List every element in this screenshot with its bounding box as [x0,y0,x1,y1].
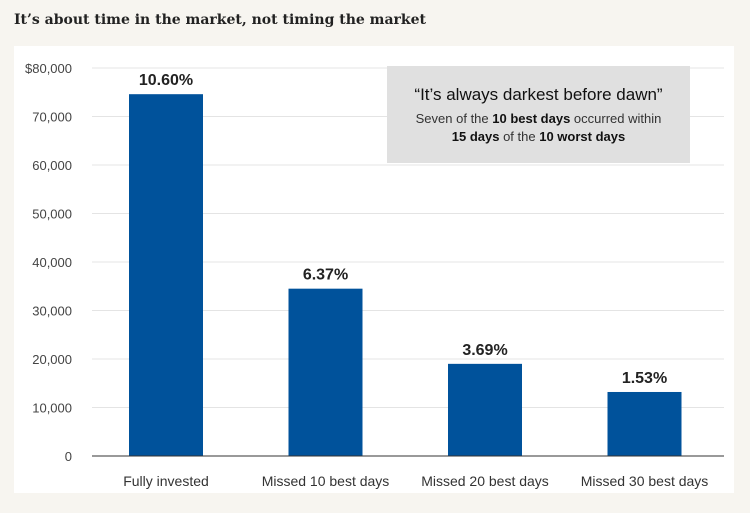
y-tick-label: 50,000 [32,207,72,222]
callout-line-2-text-a: 15 days [452,129,500,144]
callout-line-1-text-a: Seven of the [416,111,493,126]
callout-title: “It’s always darkest before dawn” [414,85,663,104]
y-tick-label: 30,000 [32,304,72,319]
bar [448,363,522,456]
category-label: Missed 20 best days [421,473,549,489]
category-label: Fully invested [123,473,209,489]
y-tick-label: 20,000 [32,352,72,367]
bar-data-label: 10.60% [139,72,193,89]
data-labels: 10.60% 6.37% 3.69% 1.53% [139,72,667,387]
callout-line-1: Seven of the 10 best days occurred withi… [416,111,662,126]
chart-card: 0 10,000 20,000 30,000 40,000 50,000 60,000 70,… [14,46,734,493]
callout-line-2-text-c: 10 worst days [539,129,625,144]
y-axis-ticks: 0 10,000 20,000 30,000 40,000 50,000 60,000 70,… [25,61,72,464]
bar [607,391,682,456]
bar-data-label: 6.37% [303,267,348,284]
callout-line-1-text-b: 10 best days [492,111,570,126]
bar [288,288,363,456]
chart-headline: It’s about time in the market, not timin… [14,12,427,28]
y-tick-label: 10,000 [32,401,72,416]
bar-data-label: 1.53% [622,370,667,387]
callout-background [387,66,690,163]
category-label: Missed 10 best days [262,473,390,489]
callout-line-2: 15 days of the 10 worst days [452,129,625,144]
y-tick-label: $80,000 [25,61,72,76]
bar-data-label: 3.69% [462,342,507,359]
bar-chart: 0 10,000 20,000 30,000 40,000 50,000 60,000 70,… [25,61,724,489]
category-labels: Fully invested Missed 10 best days Missed … [123,473,708,489]
bar [129,94,203,456]
callout-box: “It’s always darkest before dawn” Seven … [387,66,690,163]
y-tick-label: 40,000 [32,255,72,270]
y-tick-label: 60,000 [32,158,72,173]
y-tick-label: 0 [65,449,72,464]
callout-line-2-text-b: of the [499,129,539,144]
y-tick-label: 70,000 [32,110,72,125]
callout-line-1-text-c: occurred within [570,111,661,126]
bars [129,94,682,456]
category-label: Missed 30 best days [581,473,709,489]
